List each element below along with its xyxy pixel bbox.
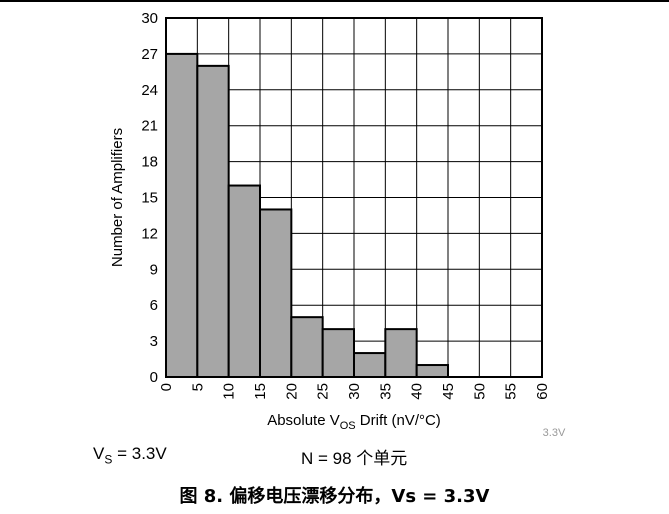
vs-value: = 3.3V xyxy=(112,444,167,463)
x-axis-label-subscript: OS xyxy=(340,420,356,432)
unit-count-note: N = 98 个单元 xyxy=(301,449,408,468)
x-axis-label: Absolute VOS Drift (nV/°C) xyxy=(267,412,441,432)
bar-25-30 xyxy=(321,328,355,378)
x-tick-55: 55 xyxy=(503,383,520,400)
y-tick-21: 21 xyxy=(141,118,158,135)
y-axis-label: Number of Amplifiers xyxy=(109,128,126,267)
x-tick-10: 10 xyxy=(221,383,238,400)
y-tick-12: 12 xyxy=(141,225,158,242)
bar-20-25 xyxy=(290,316,324,378)
x-tick-35: 35 xyxy=(377,383,394,400)
top-rule xyxy=(0,0,669,2)
bar-30-35 xyxy=(353,352,387,379)
histogram-chart: 0 3 6 9 12 15 18 21 24 27 30 0 5 10 15 20 25 30 35 40 45 50 5… xyxy=(109,10,566,439)
vs-subscript: S xyxy=(104,452,113,467)
bar-40-45 xyxy=(415,364,449,378)
supply-voltage-note: VS = 3.3V xyxy=(93,444,167,466)
corner-label: 3.3V xyxy=(543,427,566,439)
bar-5-10 xyxy=(196,64,230,378)
x-tick-60: 60 xyxy=(534,383,551,400)
plot-frame xyxy=(165,17,543,378)
y-tick-6: 6 xyxy=(150,297,158,314)
bars xyxy=(165,52,449,379)
x-tick-30: 30 xyxy=(346,383,363,400)
x-axis-label-rest: Drift (nV/°C) xyxy=(356,412,441,429)
y-tick-24: 24 xyxy=(141,82,158,99)
y-tick-3: 3 xyxy=(150,333,158,350)
bar-0-5 xyxy=(165,52,199,379)
x-tick-labels: 0 5 10 15 20 25 30 35 40 45 50 55 60 xyxy=(158,383,551,400)
bar-10-15 xyxy=(227,184,262,378)
y-tick-30: 30 xyxy=(141,10,158,27)
bar-35-40 xyxy=(384,328,418,378)
y-tick-9: 9 xyxy=(150,261,158,278)
vs-label: V xyxy=(93,444,105,463)
x-tick-25: 25 xyxy=(315,383,332,400)
x-tick-15: 15 xyxy=(252,383,269,400)
x-tick-45: 45 xyxy=(440,383,457,400)
y-tick-labels: 0 3 6 9 12 15 18 21 24 27 30 xyxy=(141,10,158,386)
x-tick-0: 0 xyxy=(158,383,175,391)
x-tick-5: 5 xyxy=(189,383,206,391)
x-tick-20: 20 xyxy=(283,383,300,400)
x-tick-40: 40 xyxy=(409,383,426,400)
y-tick-0: 0 xyxy=(150,369,158,386)
figure-caption: 图 8. 偏移电压漂移分布，Vs = 3.3V xyxy=(179,486,490,507)
y-tick-18: 18 xyxy=(141,154,158,171)
y-tick-27: 27 xyxy=(141,46,158,63)
x-tick-50: 50 xyxy=(471,383,488,400)
bar-15-20 xyxy=(259,208,293,378)
y-tick-15: 15 xyxy=(141,190,158,207)
x-axis-label-main: Absolute V xyxy=(267,412,340,429)
